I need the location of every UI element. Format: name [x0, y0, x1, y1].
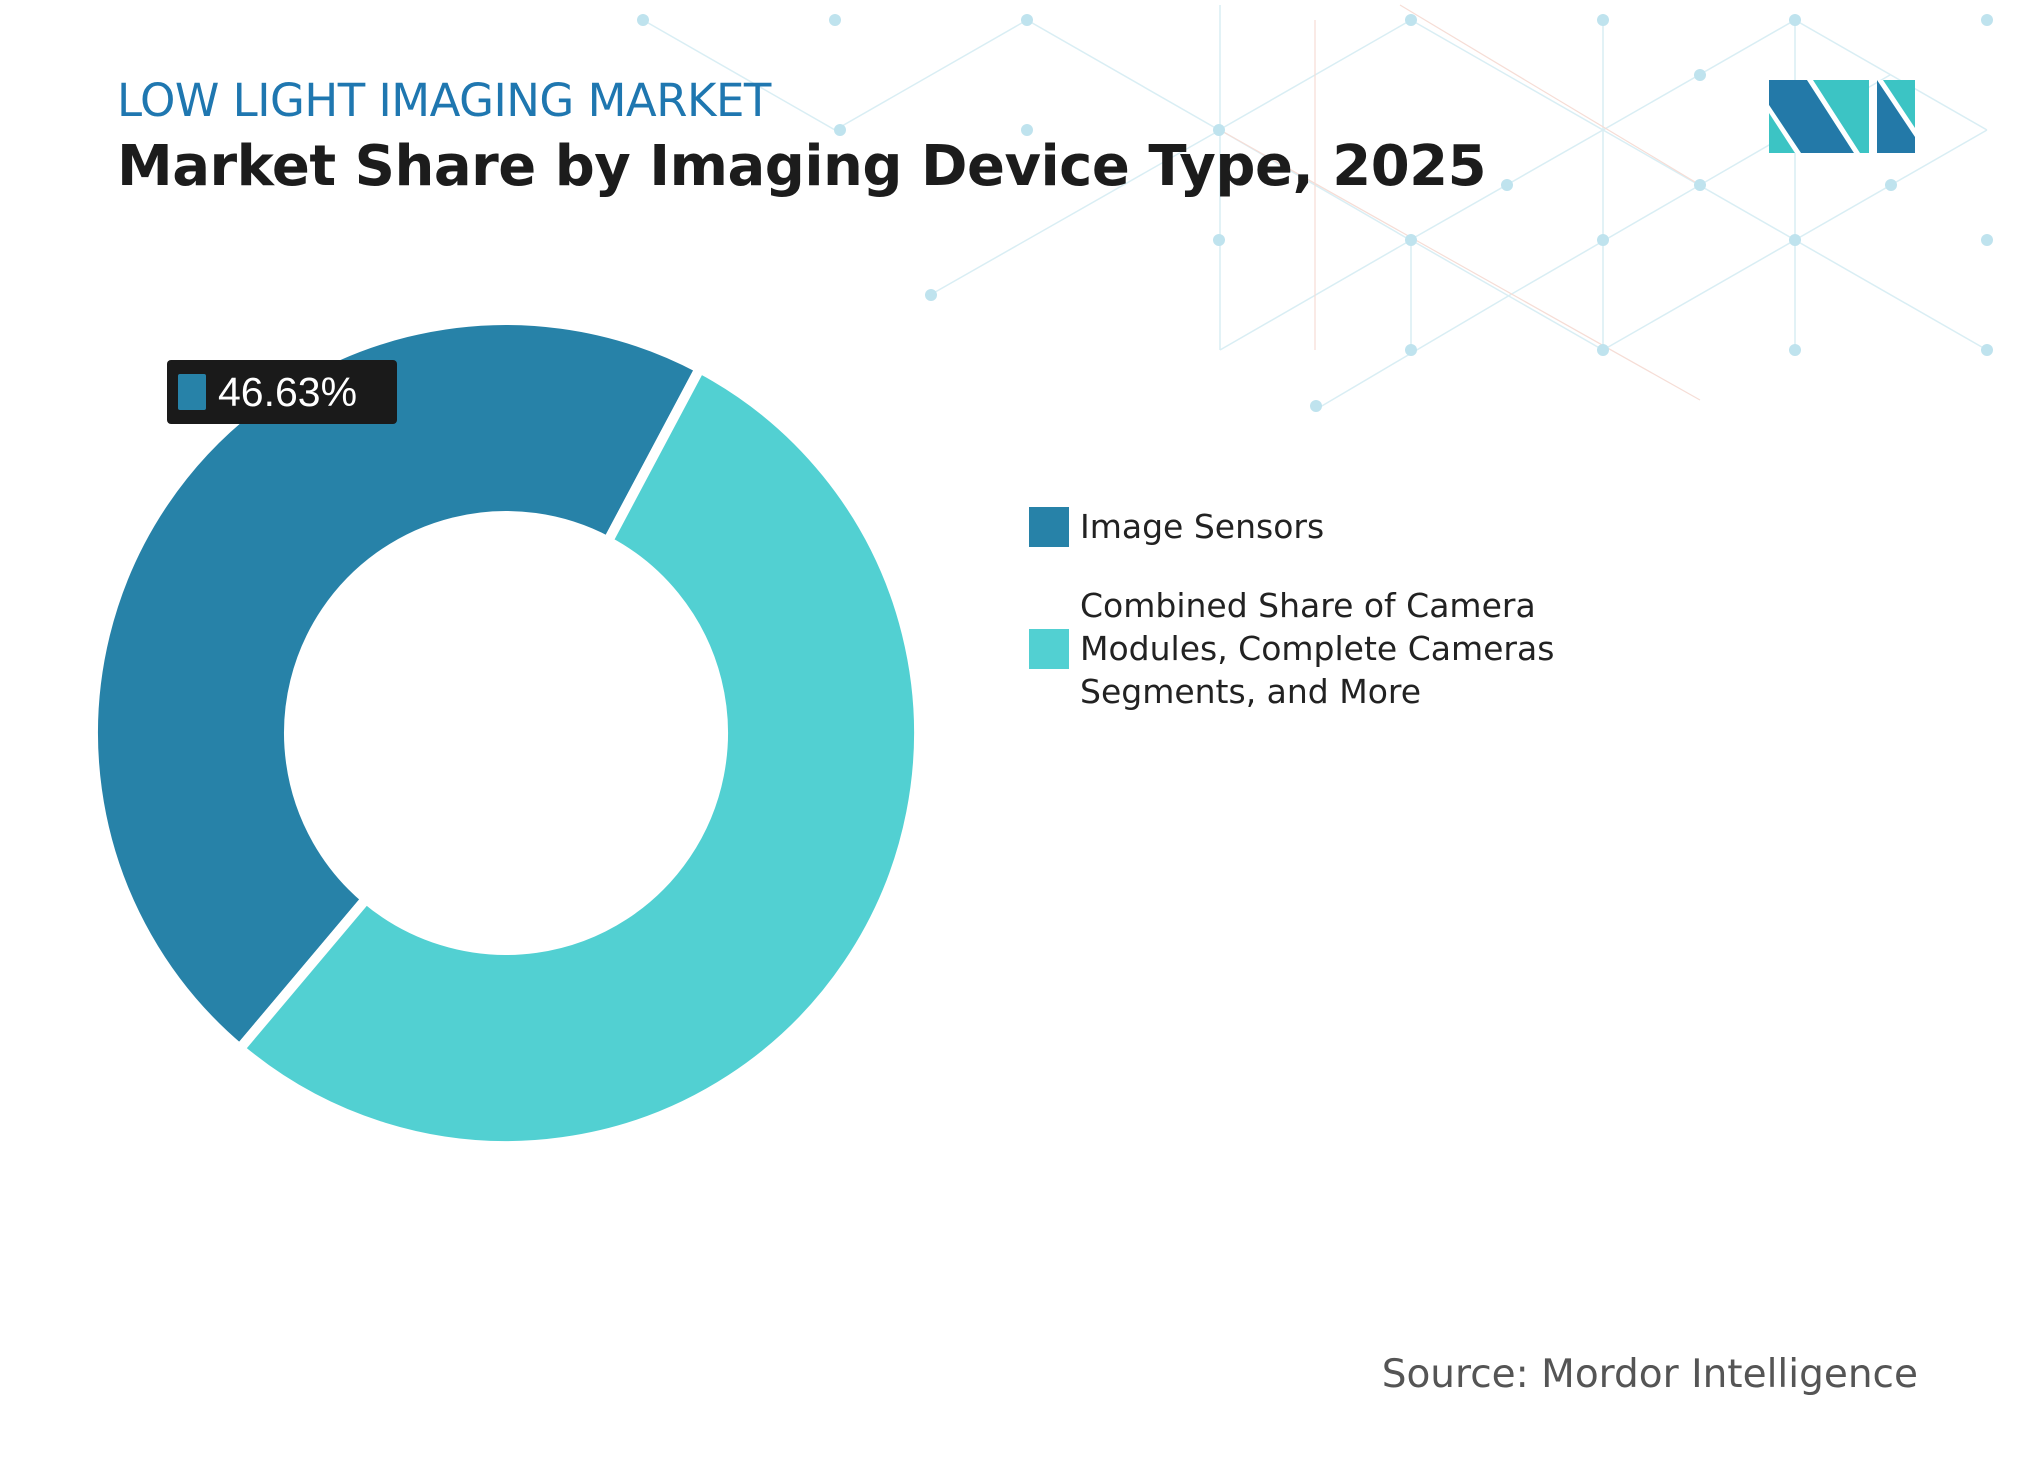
legend-swatch: [1029, 506, 1069, 547]
legend-item-image-sensors: Image Sensors: [1029, 505, 1640, 548]
data-label-swatch: [178, 374, 206, 410]
data-label-text: 46.63%: [218, 368, 358, 415]
chart-title: Market Share by Imaging Device Type, 202…: [117, 134, 1487, 199]
legend-item-combined-share: Combined Share of Camera Modules, Comple…: [1029, 584, 1620, 713]
donut-slice-1: [232, 361, 924, 1152]
source-note: Source: Mordor Intelligence: [1381, 1352, 1918, 1397]
donut-chart: [88, 315, 924, 1152]
data-label-image-sensors: 46.63%: [167, 360, 397, 424]
mordor-intelligence-logo: [1769, 80, 1915, 153]
donut-slice-0: [88, 315, 707, 1056]
legend-swatch: [1029, 628, 1069, 669]
legend-label: Combined Share of Camera Modules, Comple…: [1080, 586, 1555, 711]
chart-subtitle: LOW LIGHT IMAGING MARKET: [117, 74, 771, 127]
legend-label: Image Sensors: [1080, 507, 1325, 546]
